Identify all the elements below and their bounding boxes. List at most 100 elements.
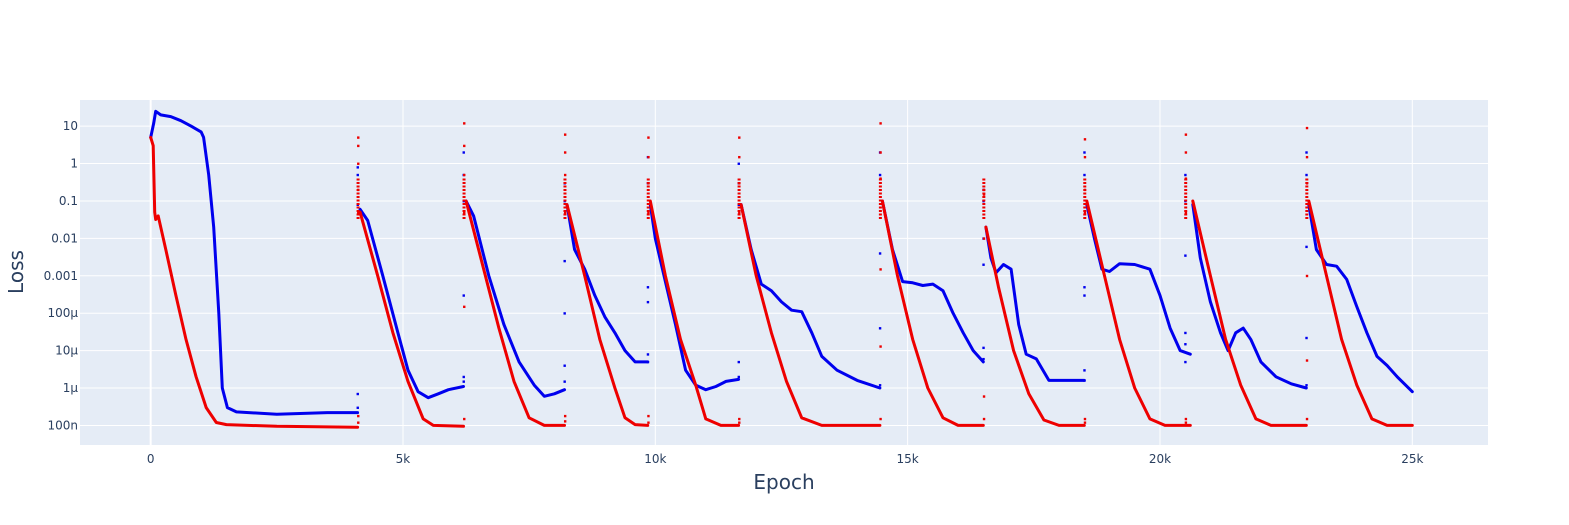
spike-point — [647, 136, 650, 139]
spike-point — [982, 193, 986, 196]
spike-point — [1184, 343, 1187, 346]
spike-point — [738, 421, 741, 424]
spike-point — [982, 237, 986, 240]
spike-point — [1083, 155, 1087, 159]
spike-point — [738, 155, 741, 159]
spike-point — [646, 360, 650, 364]
spike-point — [1184, 417, 1188, 421]
spike-point — [1305, 359, 1309, 362]
spike-markers — [356, 122, 1309, 424]
spike-point — [1184, 151, 1188, 154]
spike-point — [1083, 417, 1087, 421]
y-tick-label: 0.1 — [59, 194, 78, 208]
spike-point — [737, 375, 740, 379]
x-tick-label: 0 — [147, 452, 155, 466]
plot-area — [80, 100, 1488, 445]
spike-point — [737, 162, 740, 165]
spike-point — [563, 173, 567, 177]
spike-point — [463, 417, 466, 421]
spike-point — [737, 360, 740, 364]
spike-point — [1305, 155, 1309, 159]
spike-point — [563, 211, 567, 214]
spike-point — [462, 151, 465, 154]
spike-point — [1305, 126, 1309, 130]
x-axis-ticks: 0 5k 10k 15k 20k 25k — [147, 452, 1424, 466]
spike-point — [878, 327, 882, 330]
x-axis-title: Epoch — [753, 470, 814, 494]
series-line-2 — [149, 135, 1414, 429]
spike-point — [463, 305, 466, 309]
spike-point — [563, 312, 566, 315]
spike-point — [356, 406, 359, 409]
spike-point — [879, 122, 882, 125]
spike-point — [1083, 151, 1086, 154]
y-tick-label: 0.001 — [44, 269, 78, 283]
spike-point — [1083, 379, 1086, 382]
spike-point — [563, 151, 567, 154]
spike-point — [1184, 331, 1187, 335]
spike-point — [1305, 173, 1308, 177]
spike-point — [1083, 369, 1086, 372]
spike-point — [646, 300, 650, 304]
spike-point — [356, 173, 359, 177]
spike-point — [357, 414, 360, 418]
spike-point — [647, 421, 650, 424]
spike-point — [357, 211, 360, 214]
spike-point — [1184, 421, 1188, 424]
spike-point — [563, 364, 566, 367]
spike-point — [1305, 274, 1309, 278]
spike-point — [357, 162, 360, 165]
spike-point — [1305, 245, 1308, 249]
y-axis-title: Loss — [4, 250, 28, 294]
spike-point — [1083, 138, 1087, 141]
grid-lines — [80, 100, 1488, 445]
spike-point — [878, 384, 882, 387]
spike-point — [463, 211, 466, 214]
spike-point — [647, 414, 650, 418]
spike-point — [878, 252, 882, 255]
spike-point — [1184, 173, 1187, 177]
spike-point — [563, 420, 567, 423]
spike-point — [1305, 151, 1308, 154]
spike-point — [738, 136, 741, 139]
x-tick-label: 25k — [1401, 452, 1423, 466]
spike-point — [563, 414, 567, 418]
x-tick-label: 15k — [897, 452, 919, 466]
y-tick-label: 10μ — [55, 344, 78, 358]
spike-point — [463, 144, 466, 148]
spike-point — [357, 136, 360, 139]
spike-point — [879, 345, 882, 348]
spike-point — [1184, 211, 1188, 214]
spike-point — [738, 417, 741, 421]
spike-point — [357, 421, 360, 424]
spike-point — [646, 353, 650, 356]
y-tick-label: 1 — [70, 157, 78, 171]
spike-point — [462, 294, 465, 297]
series-line-1 — [149, 109, 1414, 416]
spike-point — [982, 346, 985, 350]
spike-point — [356, 166, 359, 169]
y-tick-label: 100n — [47, 418, 78, 432]
spike-point — [1083, 286, 1086, 289]
y-tick-label: 10 — [63, 119, 78, 133]
spike-point — [982, 357, 985, 361]
spike-point — [879, 151, 882, 154]
spike-point — [356, 392, 359, 396]
spike-point — [879, 417, 882, 421]
spike-point — [563, 380, 566, 383]
spike-point — [982, 263, 985, 266]
spike-point — [982, 417, 986, 421]
spike-point — [1184, 133, 1188, 136]
spike-point — [357, 144, 360, 148]
spike-point — [647, 155, 650, 159]
y-tick-label: 1μ — [63, 381, 79, 395]
spike-point — [462, 380, 465, 383]
spike-point — [563, 259, 566, 263]
spike-point — [1083, 421, 1087, 424]
spike-point — [878, 173, 882, 177]
spike-point — [1083, 211, 1087, 214]
x-tick-label: 20k — [1149, 452, 1171, 466]
spike-point — [646, 286, 650, 289]
x-tick-label: 5k — [396, 452, 411, 466]
